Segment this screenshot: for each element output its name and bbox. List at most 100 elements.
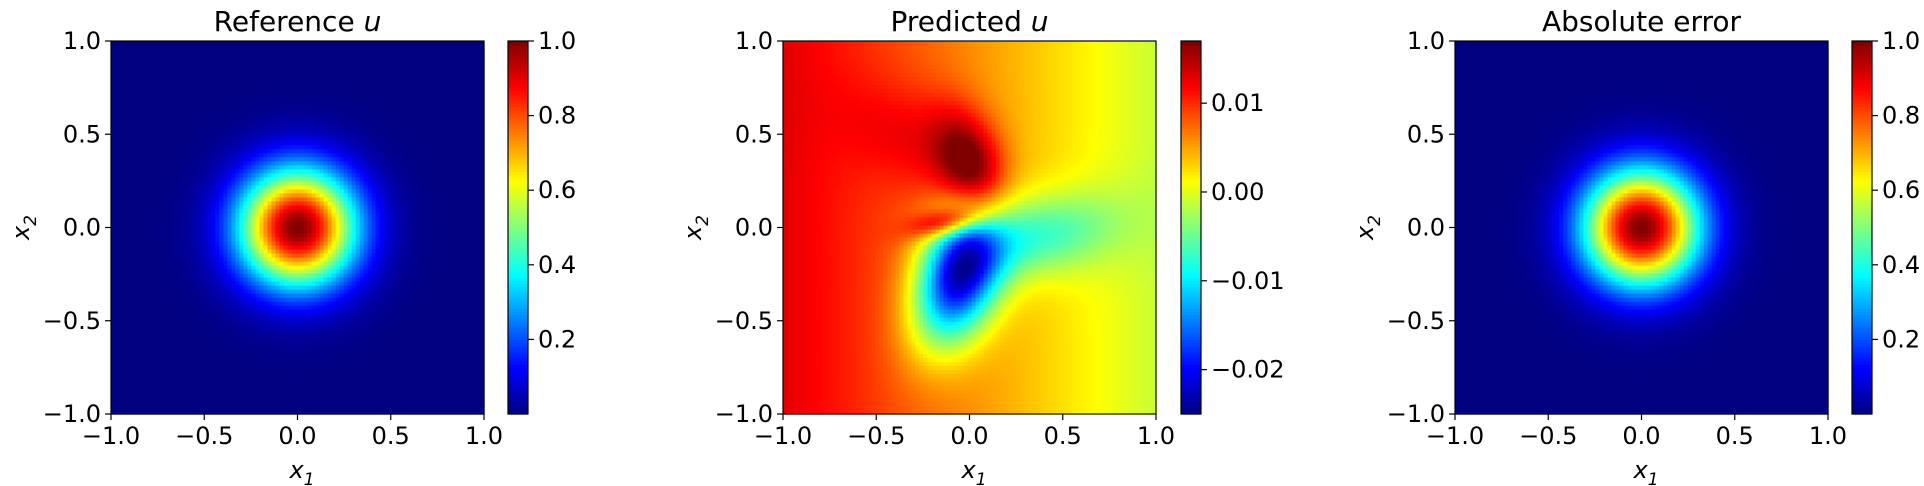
- heatmap-cell: [372, 73, 377, 78]
- heatmap-cell: [316, 101, 321, 106]
- heatmap-cell: [227, 101, 232, 106]
- heatmap-cell: [263, 213, 268, 218]
- heatmap-cell: [251, 57, 256, 62]
- heatmap-cell: [259, 221, 264, 226]
- heatmap-cell: [267, 53, 272, 58]
- heatmap-cell: [376, 189, 381, 194]
- heatmap-cell: [388, 93, 393, 98]
- heatmap-cell: [171, 217, 176, 222]
- heatmap-cell: [171, 250, 176, 255]
- heatmap-cell: [199, 205, 204, 210]
- heatmap-cell: [143, 65, 148, 70]
- heatmap-cell: [279, 145, 284, 150]
- heatmap-cell: [456, 242, 461, 247]
- heatmap-cell: [364, 165, 369, 170]
- heatmap-cell: [324, 221, 329, 226]
- heatmap-cell: [304, 101, 309, 106]
- heatmap-cell: [400, 173, 405, 178]
- heatmap-cell: [295, 161, 300, 166]
- heatmap-cell: [308, 217, 313, 222]
- heatmap-cell: [448, 121, 453, 126]
- heatmap-cell: [227, 73, 232, 78]
- heatmap-cell: [191, 250, 196, 255]
- heatmap-cell: [400, 125, 405, 130]
- heatmap-cell: [344, 197, 349, 202]
- heatmap-cell: [312, 57, 317, 62]
- heatmap-cell: [348, 129, 353, 134]
- heatmap-cell: [235, 97, 240, 102]
- heatmap-cell: [183, 225, 188, 230]
- heatmap-cell: [139, 149, 144, 154]
- heatmap-cell: [396, 189, 401, 194]
- heatmap-cell: [263, 181, 268, 186]
- heatmap-cell: [404, 169, 409, 174]
- heatmap-cell: [263, 209, 268, 214]
- heatmap-cell: [267, 197, 272, 202]
- heatmap-cell: [183, 213, 188, 218]
- heatmap-cell: [420, 221, 425, 226]
- heatmap-cell: [219, 109, 224, 114]
- heatmap-cell: [416, 157, 421, 162]
- heatmap-cell: [291, 133, 296, 138]
- heatmap-cell: [456, 109, 461, 114]
- heatmap-cell: [420, 121, 425, 126]
- heatmap-cell: [432, 217, 437, 222]
- heatmap-cell: [143, 69, 148, 74]
- heatmap-cell: [199, 85, 204, 90]
- heatmap-cell: [295, 242, 300, 247]
- heatmap-cell: [215, 89, 220, 94]
- heatmap-cell: [151, 93, 156, 98]
- heatmap-cell: [348, 197, 353, 202]
- heatmap-cell: [396, 181, 401, 186]
- heatmap-cell: [219, 149, 224, 154]
- heatmap-cell: [348, 61, 353, 66]
- heatmap-cell: [243, 165, 248, 170]
- heatmap-cell: [191, 101, 196, 106]
- heatmap-cell: [291, 89, 296, 94]
- heatmap-cell: [295, 238, 300, 243]
- heatmap-cell: [472, 121, 477, 126]
- heatmap-cell: [179, 53, 184, 58]
- heatmap-cell: [167, 41, 172, 46]
- heatmap-cell: [456, 65, 461, 70]
- heatmap-cell: [476, 93, 481, 98]
- heatmap-cell: [271, 157, 276, 162]
- heatmap-cell: [275, 185, 280, 190]
- heatmap-cell: [131, 141, 136, 146]
- heatmap-cell: [123, 246, 128, 251]
- heatmap-cell: [139, 133, 144, 138]
- heatmap-cell: [267, 217, 272, 222]
- heatmap-cell: [312, 129, 317, 134]
- heatmap-cell: [404, 201, 409, 206]
- heatmap-cell: [376, 89, 381, 94]
- heatmap-cell: [215, 185, 220, 190]
- heatmap-cell: [316, 157, 321, 162]
- heatmap-cell: [368, 238, 373, 243]
- heatmap-cell: [464, 193, 469, 198]
- heatmap-cell: [175, 161, 180, 166]
- heatmap-cell: [328, 133, 333, 138]
- heatmap-cell: [295, 121, 300, 126]
- heatmap-cell: [247, 41, 252, 46]
- heatmap-cell: [159, 73, 164, 78]
- heatmap-cell: [412, 189, 417, 194]
- heatmap-cell: [308, 109, 313, 114]
- heatmap-cell: [444, 145, 449, 150]
- heatmap-cell: [444, 101, 449, 106]
- heatmap-cell: [167, 197, 172, 202]
- heatmap-cell: [312, 161, 317, 166]
- heatmap-cell: [143, 234, 148, 239]
- heatmap-cell: [316, 77, 321, 82]
- heatmap-cell: [243, 129, 248, 134]
- heatmap-cell: [171, 173, 176, 178]
- heatmap-cell: [247, 53, 252, 58]
- heatmap-cell: [171, 97, 176, 102]
- heatmap-cell: [392, 197, 397, 202]
- heatmap-cell: [476, 185, 481, 190]
- heatmap-cell: [400, 61, 405, 66]
- heatmap-cell: [179, 185, 184, 190]
- heatmap-cell: [255, 145, 260, 150]
- heatmap-cell: [356, 197, 361, 202]
- heatmap-cell: [468, 97, 473, 102]
- heatmap-cell: [356, 165, 361, 170]
